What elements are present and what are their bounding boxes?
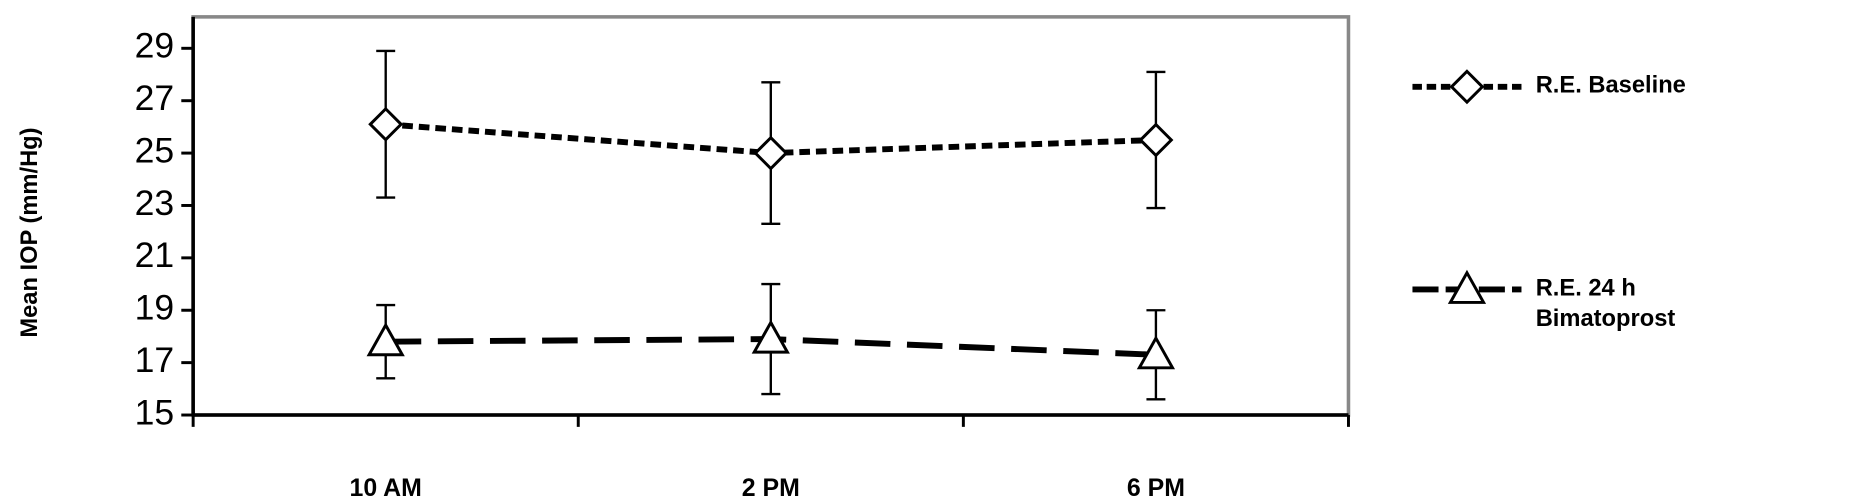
y-tick-label: 29 bbox=[135, 26, 175, 66]
marker bbox=[751, 319, 790, 354]
legend-entry: R.E. Baseline bbox=[1535, 72, 1686, 99]
y-tick-label: 17 bbox=[135, 340, 175, 380]
marker bbox=[753, 135, 789, 171]
y-axis-label: Mean IOP (mm/Hg) bbox=[17, 127, 43, 337]
x-tick-label: 6 PM bbox=[1127, 474, 1185, 502]
legend-entry: R.E. 24 h Bimatoprost bbox=[1535, 275, 1676, 333]
y-tick-label: 23 bbox=[135, 183, 175, 223]
marker bbox=[366, 322, 405, 357]
y-tick-label: 25 bbox=[135, 130, 175, 170]
x-tick-label: 10 AM bbox=[350, 474, 422, 502]
marker bbox=[368, 106, 404, 142]
legend-label: R.E. 24 h Bimatoprost bbox=[1535, 275, 1676, 333]
marker bbox=[1136, 335, 1176, 370]
y-tick-label: 19 bbox=[135, 288, 175, 328]
y-tick-label: 15 bbox=[135, 392, 175, 432]
x-tick-label: 2 PM bbox=[742, 474, 800, 502]
marker bbox=[1447, 269, 1487, 304]
legend-label: R.E. Baseline bbox=[1535, 72, 1686, 99]
marker bbox=[1138, 122, 1174, 158]
marker bbox=[1449, 69, 1485, 105]
y-tick-label: 21 bbox=[135, 235, 175, 275]
y-tick-label: 27 bbox=[135, 78, 175, 118]
